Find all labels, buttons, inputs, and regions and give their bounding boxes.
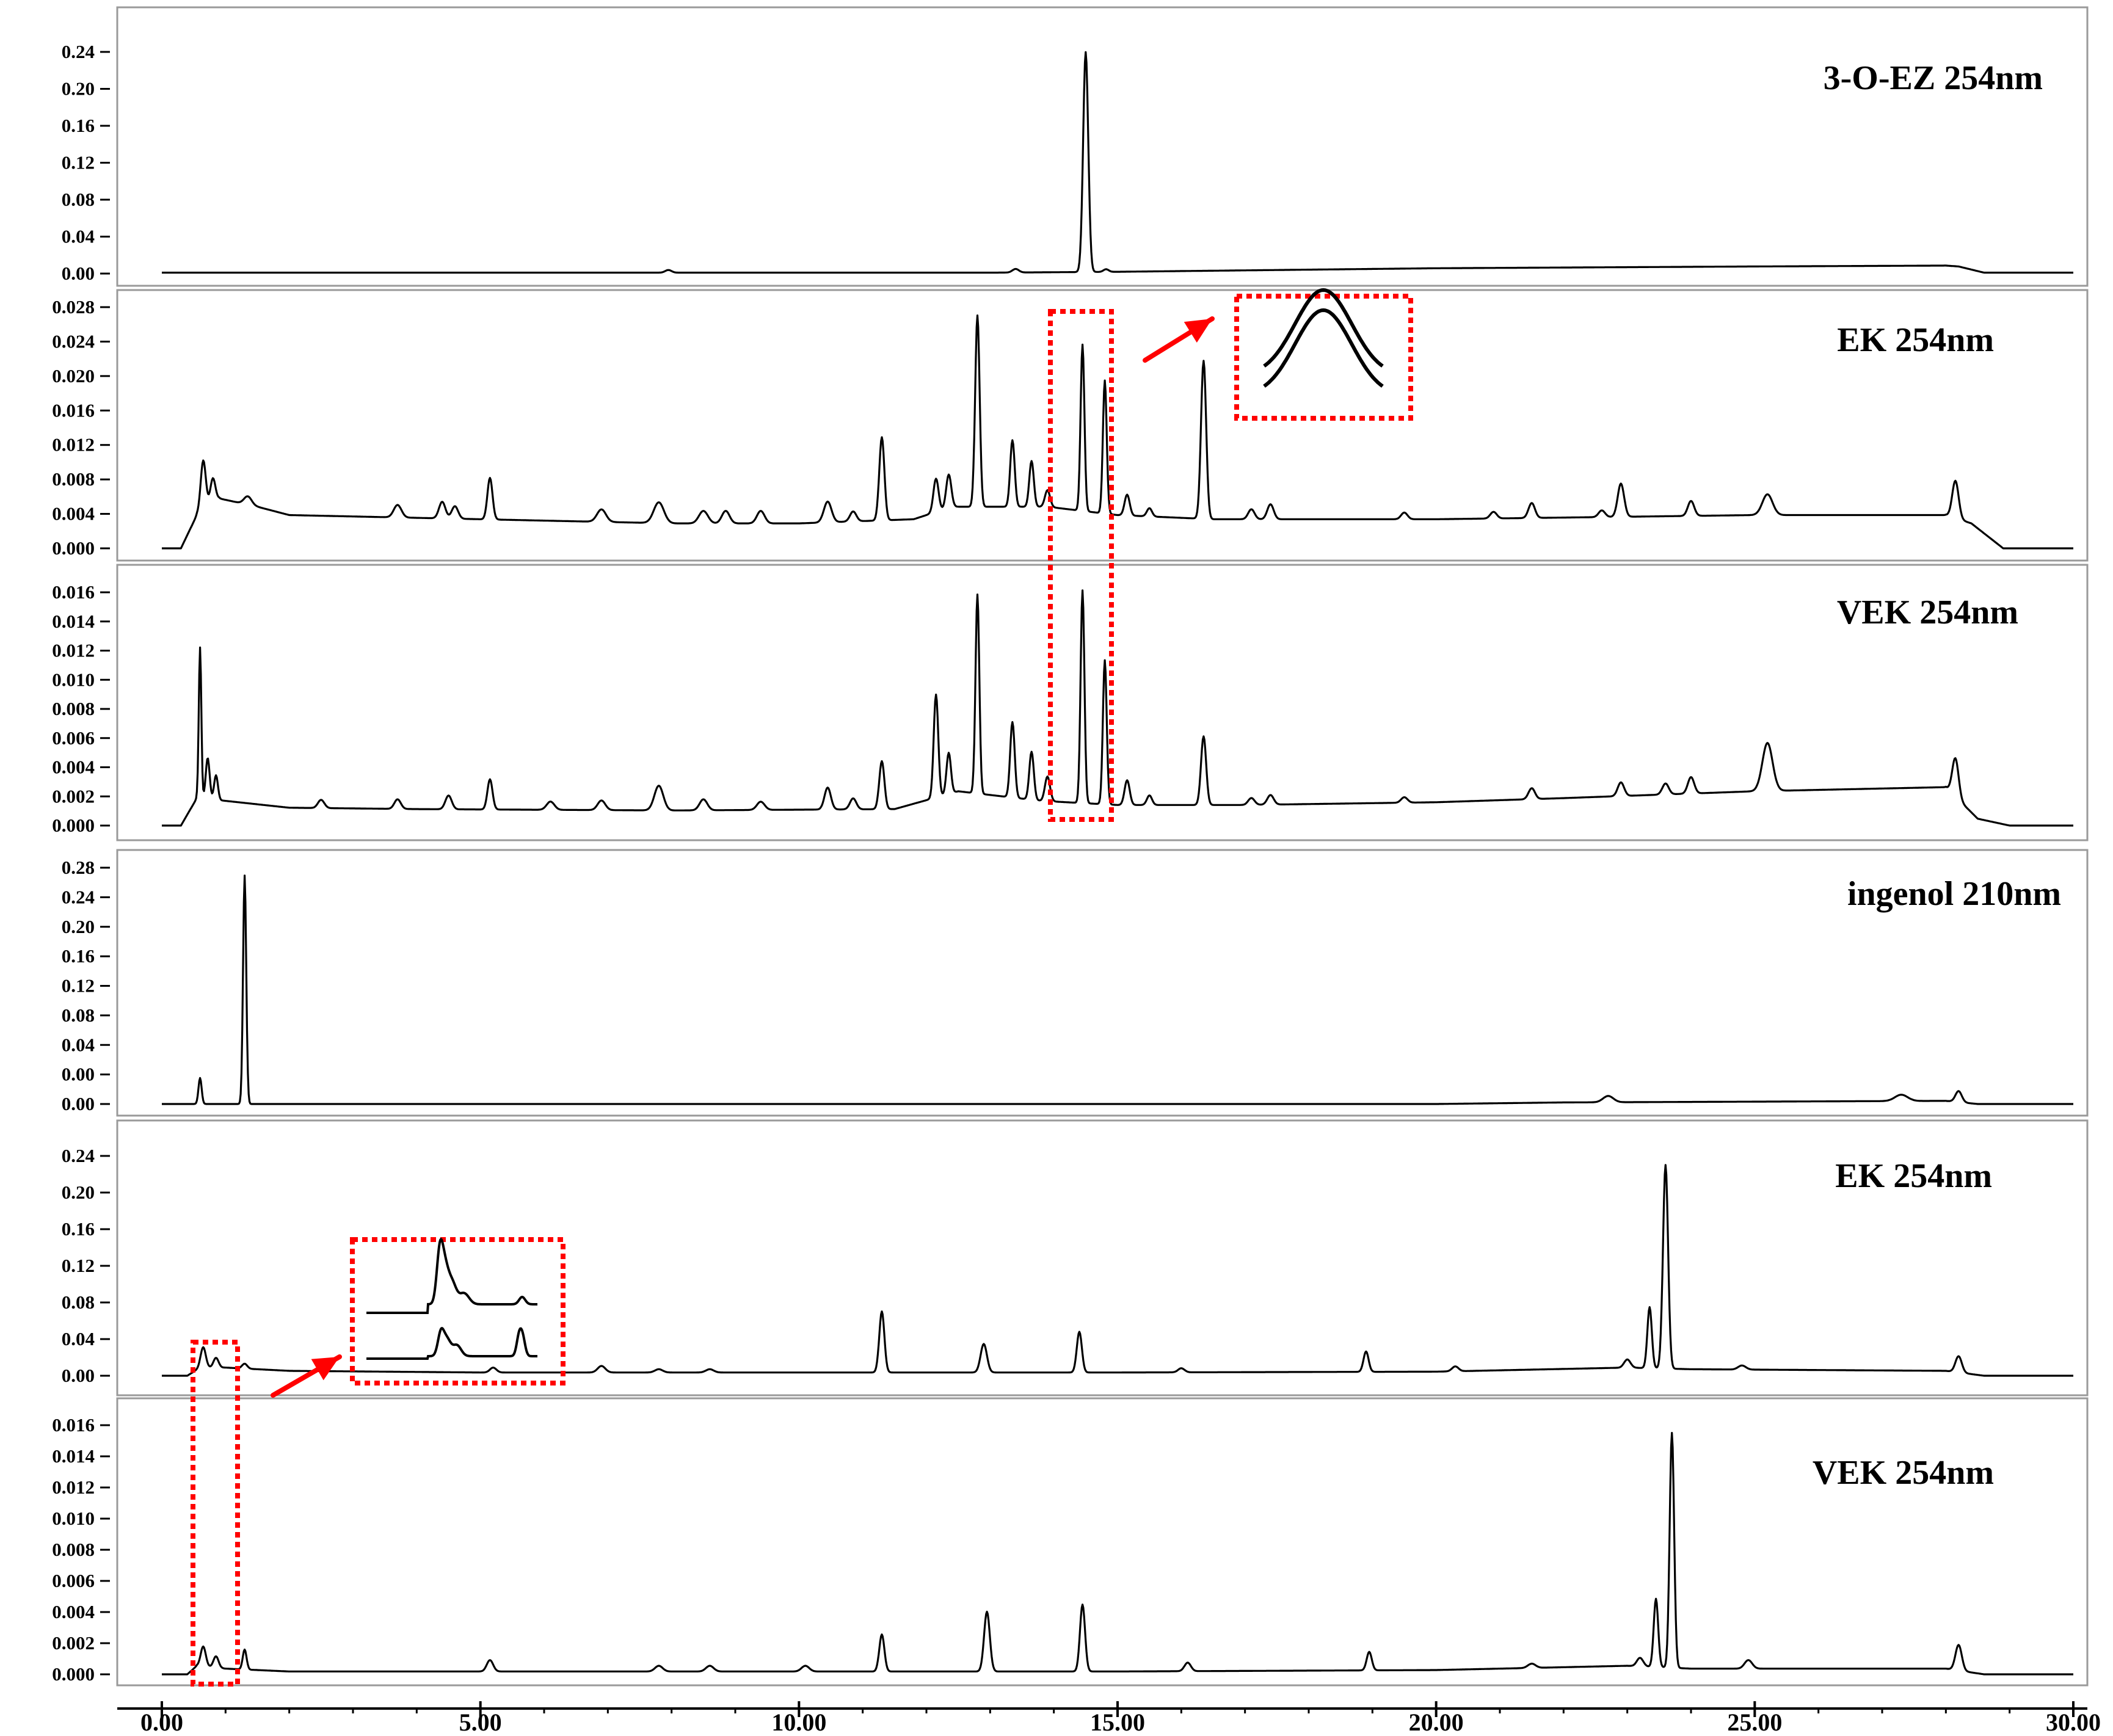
panel-frame xyxy=(116,564,2089,841)
panel-frame xyxy=(116,1119,2089,1396)
chromatogram-trace xyxy=(161,589,2074,827)
y-tick-label: 0.000 xyxy=(52,1663,95,1685)
y-tick-label: 0.028 xyxy=(52,296,95,318)
panel-frame xyxy=(116,849,2089,1117)
y-tick-label: 0.010 xyxy=(52,669,95,690)
y-tick-label: 0.28 xyxy=(62,857,95,878)
chromatogram-trace xyxy=(161,1432,2074,1676)
y-tick-label: 0.000 xyxy=(52,815,95,836)
y-tick-label: 0.002 xyxy=(52,1632,95,1654)
chromatogram-trace xyxy=(161,314,2074,550)
y-tick-label: 0.08 xyxy=(62,189,95,210)
chromatogram-panel-6: 0.000 0.002 0.004 0.006 0.008 0.010 0.012 0.014… xyxy=(52,1397,2089,1687)
y-tick-label: 0.04 xyxy=(62,1328,95,1349)
y-tick-label: 0.016 xyxy=(52,581,95,603)
zoom-inset-box xyxy=(1234,294,1413,421)
y-tick-label: 0.024 xyxy=(52,330,95,352)
inset-early-traces xyxy=(366,1237,537,1360)
y-tick-label: 0.12 xyxy=(62,1255,95,1276)
y-tick-label: 0.010 xyxy=(52,1508,95,1529)
y-tick-label: 0.04 xyxy=(62,226,95,247)
y-tick-label: 0.16 xyxy=(62,945,95,967)
inset-trace xyxy=(366,1327,537,1360)
y-tick-label: 0.004 xyxy=(52,1601,95,1622)
chromatogram-trace xyxy=(161,51,2074,274)
chromatogram-panel-3: 0.000 0.002 0.004 0.006 0.008 0.010 0.012 0.014… xyxy=(52,564,2089,841)
chromatogram-panel-5: 0.00 0.04 0.08 0.12 0.16 0.20 0.24 EK 254nm xyxy=(62,1119,2089,1396)
y-tick-label: 0.020 xyxy=(52,365,95,387)
y-tick-label: 0.20 xyxy=(62,78,95,100)
y-tick-label: 0.16 xyxy=(62,115,95,136)
y-tick-label: 0.08 xyxy=(62,1004,95,1026)
y-tick-label: 0.004 xyxy=(52,757,95,778)
panel-title: VEK 254nm xyxy=(1813,1454,1994,1492)
y-tick-label: 0.004 xyxy=(52,503,95,525)
x-tick-label: 30.00 xyxy=(2046,1709,2101,1736)
inset-peak-overlay xyxy=(1263,288,1384,388)
highlight-box-peak-14-5 xyxy=(1048,309,1114,822)
y-tick-label: 0.24 xyxy=(62,886,95,907)
inset-trace xyxy=(1263,308,1384,388)
highlight-box-early-region xyxy=(191,1340,240,1687)
y-tick-label: 0.002 xyxy=(52,785,95,807)
y-tick-label: 0.08 xyxy=(62,1291,95,1313)
y-tick-label: 0.000 xyxy=(52,537,95,559)
y-tick-label: 0.008 xyxy=(52,468,95,490)
y-tick-label: 0.00 xyxy=(62,1064,95,1085)
panel-title: 3-O-EZ 254nm xyxy=(1824,59,2043,97)
y-tick-label: 0.20 xyxy=(62,1182,95,1203)
y-tick-label: 0.014 xyxy=(52,1445,95,1467)
chromatogram-panel-4: 0.00 0.00 0.04 0.08 0.12 0.16 0.20 0.24 0.28 inge… xyxy=(62,849,2089,1117)
y-tick-label: 0.16 xyxy=(62,1218,95,1240)
y-tick-label: 0.006 xyxy=(52,727,95,749)
y-tick-label: 0.24 xyxy=(62,41,95,62)
highlight-annotations xyxy=(191,288,1413,1687)
chromatogram-panel-1: 0.00 0.04 0.08 0.12 0.16 0.20 0.24 3-O-EZ 254nm xyxy=(62,6,2089,287)
chromatogram-panel-2: 0.000 0.004 0.008 0.012 0.016 0.020 0.024 0.028… xyxy=(52,289,2089,562)
panel-title: EK 254nm xyxy=(1835,1157,1992,1195)
y-tick-label: 0.008 xyxy=(52,698,95,719)
y-tick-label: 0.12 xyxy=(62,975,95,997)
y-tick-label: 0.016 xyxy=(52,399,95,421)
y-tick-label: 0.00 xyxy=(62,1365,95,1386)
inset-trace xyxy=(366,1237,537,1314)
y-tick-label: 0.014 xyxy=(52,611,95,632)
panel-title: ingenol 210nm xyxy=(1847,875,2061,913)
y-tick-label: 0.006 xyxy=(52,1570,95,1591)
y-tick-label: 0.00 xyxy=(62,263,95,284)
x-tick-label: 10.00 xyxy=(771,1709,826,1736)
y-tick-label: 0.012 xyxy=(52,434,95,456)
x-tick-label: 0.00 xyxy=(140,1709,183,1736)
zoom-inset-box xyxy=(350,1237,566,1386)
chromatogram-trace xyxy=(161,1164,2074,1377)
panel-frame xyxy=(116,1397,2089,1687)
y-tick-label: 0.016 xyxy=(52,1414,95,1436)
x-tick-label: 15.00 xyxy=(1090,1709,1145,1736)
x-tick-label: 5.00 xyxy=(459,1709,502,1736)
y-tick-label: 0.12 xyxy=(62,152,95,173)
panel-title: EK 254nm xyxy=(1837,321,1994,359)
y-tick-label: 0.04 xyxy=(62,1034,95,1055)
panel-frame xyxy=(116,289,2089,562)
x-tick-label: 20.00 xyxy=(1409,1709,1464,1736)
x-tick-label: 25.00 xyxy=(1727,1709,1782,1736)
red-arrow xyxy=(1143,316,1215,363)
chromatogram-trace xyxy=(161,874,2074,1105)
y-tick-label: 0.008 xyxy=(52,1539,95,1560)
panel-title: VEK 254nm xyxy=(1837,594,2018,631)
y-tick-label: 0.24 xyxy=(62,1145,95,1166)
panel-frame xyxy=(116,6,2089,287)
y-tick-label: 0.00 xyxy=(62,1093,95,1114)
shared-x-axis: 0.00 5.00 10.00 15.00 20.00 25.00 30.00 xyxy=(117,1701,2101,1736)
inset-trace xyxy=(1263,288,1384,368)
y-tick-label: 0.20 xyxy=(62,916,95,937)
red-arrow xyxy=(271,1354,342,1398)
y-tick-label: 0.012 xyxy=(52,1476,95,1498)
chromatogram-panels: 0.00 0.04 0.08 0.12 0.16 0.20 0.24 3-O-EZ 254nm… xyxy=(52,6,2089,1687)
y-tick-label: 0.012 xyxy=(52,640,95,661)
